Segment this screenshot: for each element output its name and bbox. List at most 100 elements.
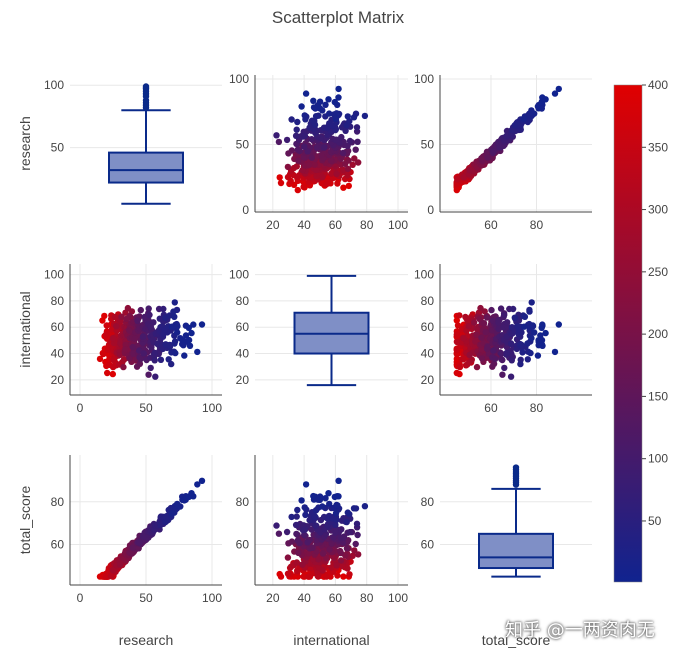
scatter-point bbox=[174, 323, 181, 330]
scatter-point bbox=[179, 337, 186, 344]
scatter-point bbox=[136, 539, 143, 546]
colorbar-tick-label: 300 bbox=[648, 203, 668, 217]
scatter-point bbox=[538, 336, 546, 344]
scatter-point bbox=[466, 167, 473, 174]
box-iqr bbox=[478, 532, 554, 570]
scatter-point bbox=[315, 556, 322, 563]
scatter-point bbox=[337, 534, 344, 541]
panel-research-vs-research: 50 100 bbox=[44, 78, 222, 205]
y-tick-label: 0 bbox=[427, 203, 434, 217]
scatter-point bbox=[333, 136, 340, 143]
y-tick-label: 100 bbox=[229, 268, 249, 282]
scatter-point bbox=[312, 105, 319, 112]
scatter-point bbox=[490, 347, 497, 354]
x-tick-label: 60 bbox=[329, 218, 343, 232]
scatter-point bbox=[472, 338, 479, 345]
scatter-point bbox=[292, 132, 300, 139]
scatter-point bbox=[332, 510, 340, 517]
x-tick-label: 0 bbox=[77, 401, 84, 415]
scatter-point bbox=[337, 557, 345, 564]
scatter-point bbox=[460, 335, 467, 342]
scatter-point bbox=[157, 356, 165, 363]
scatter-point bbox=[145, 371, 152, 378]
scatter-point bbox=[301, 531, 308, 538]
scatter-point bbox=[109, 370, 117, 378]
scatter-point bbox=[190, 321, 197, 328]
scatter-point bbox=[528, 299, 535, 306]
colorbar-tick-label: 250 bbox=[648, 265, 668, 279]
scatter-point bbox=[323, 554, 330, 562]
scatter-point bbox=[139, 333, 147, 340]
x-tick-label: 100 bbox=[202, 401, 222, 415]
scatter-point bbox=[465, 323, 472, 330]
scatter-point bbox=[333, 562, 340, 569]
scatter-point bbox=[514, 323, 521, 330]
scatter-point bbox=[338, 133, 345, 141]
y-tick-label: 0 bbox=[242, 203, 249, 217]
scatter-point bbox=[539, 342, 546, 349]
scatter-point bbox=[293, 559, 300, 566]
scatter-point bbox=[117, 339, 124, 347]
scatter-point bbox=[312, 113, 320, 120]
x-tick-label: 40 bbox=[297, 218, 311, 232]
scatter-point bbox=[504, 319, 511, 326]
scatter-point bbox=[361, 112, 369, 120]
scatter-point bbox=[126, 327, 134, 335]
scatter-point bbox=[294, 146, 301, 153]
scatter-point bbox=[346, 137, 354, 145]
scatter-point bbox=[140, 350, 147, 357]
scatter-point bbox=[139, 533, 147, 540]
scatter-point bbox=[497, 305, 505, 312]
scatter-point bbox=[288, 116, 295, 123]
scatter-point bbox=[531, 110, 538, 117]
colorbar-tick-label: 200 bbox=[648, 327, 668, 341]
y-tick-label: 40 bbox=[421, 347, 435, 361]
scatter-point bbox=[275, 138, 283, 146]
colorbar-tick-label: 400 bbox=[648, 78, 668, 92]
scatter-point bbox=[294, 506, 301, 514]
y-tick-label: 100 bbox=[414, 268, 434, 282]
x-axis-title: total_score bbox=[482, 632, 551, 648]
scatter-point bbox=[145, 305, 152, 312]
colorbar-tick-label: 100 bbox=[648, 452, 668, 466]
scatter-point bbox=[555, 321, 562, 328]
scatter-point bbox=[326, 110, 333, 117]
scatter-point bbox=[194, 481, 201, 488]
scatter-point bbox=[524, 340, 531, 347]
scatter-point bbox=[129, 343, 136, 351]
colorbar: 50 100 150 200 250 300 350 400 bbox=[613, 78, 668, 583]
scatter-point bbox=[335, 85, 342, 93]
scatter-point bbox=[310, 97, 317, 105]
scatter-point bbox=[508, 324, 516, 331]
x-tick-label: 100 bbox=[388, 591, 408, 605]
panel-total_score-vs-international: 60 80 20 40 60 80 100 bbox=[236, 455, 408, 605]
scatter-point bbox=[313, 166, 320, 174]
scatter-point bbox=[310, 492, 317, 500]
y-tick-label: 60 bbox=[421, 320, 435, 334]
scatter-point bbox=[508, 126, 516, 134]
x-tick-label: 80 bbox=[360, 591, 374, 605]
scatter-point bbox=[294, 173, 301, 180]
scatter-point bbox=[499, 356, 506, 364]
scatter-point bbox=[137, 306, 144, 314]
scatter-point bbox=[529, 323, 537, 330]
scatter-point bbox=[355, 551, 362, 558]
panel-international-vs-research: 20 40 60 80 100 0 50 100 bbox=[44, 264, 222, 415]
scatter-point bbox=[136, 360, 144, 367]
scatter-point bbox=[294, 567, 301, 574]
scatter-point bbox=[508, 340, 515, 348]
scatter-point bbox=[301, 526, 309, 533]
scatter-point bbox=[453, 346, 460, 353]
y-tick-label: 60 bbox=[236, 320, 250, 334]
scatter-point bbox=[308, 136, 315, 143]
scatter-point bbox=[293, 163, 300, 170]
x-tick-label: 100 bbox=[388, 218, 408, 232]
scatter-point bbox=[168, 360, 175, 368]
scatter-point bbox=[335, 94, 342, 101]
scatter-point bbox=[284, 570, 292, 577]
scatter-point bbox=[298, 103, 305, 110]
scatter-point bbox=[355, 159, 362, 166]
y-tick-label: 60 bbox=[51, 538, 65, 552]
scatter-point bbox=[109, 335, 117, 342]
scatter-point bbox=[321, 144, 328, 151]
